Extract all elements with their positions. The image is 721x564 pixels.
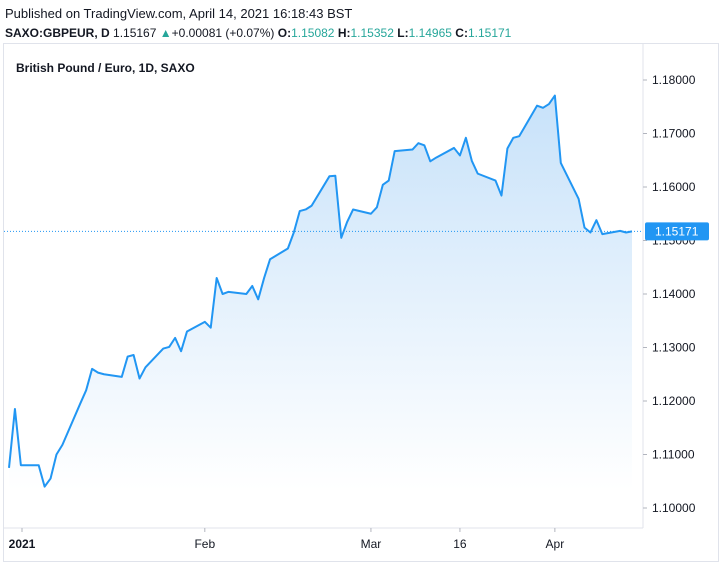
y-tick-label: 1.18000	[652, 73, 696, 87]
x-tick-label: Apr	[546, 537, 565, 551]
x-tick-label: Feb	[194, 537, 215, 551]
price-line	[8, 94, 633, 488]
open-label: O:	[277, 26, 292, 40]
last-price: 1.15167	[113, 26, 157, 40]
y-tick-label: 1.14000	[652, 287, 696, 301]
last-price-label: 1.15171	[655, 224, 699, 238]
y-tick-label: 1.17000	[652, 127, 696, 141]
x-tick-label: Mar	[361, 537, 382, 551]
y-tick-label: 1.16000	[652, 180, 696, 194]
x-tick-label: 16	[453, 537, 467, 551]
low-label: L:	[397, 26, 409, 40]
price-change: +0.00081 (+0.07%)	[171, 26, 275, 40]
low-value: 1.14965	[408, 26, 452, 40]
price-axis[interactable]: 1.100001.110001.120001.130001.140001.150…	[643, 73, 696, 515]
quote-bar: SAXO:GBPEUR, D 1.15167 ▲+0.00081 (+0.07%…	[5, 26, 511, 40]
x-tick-label: 2021	[9, 537, 36, 551]
y-tick-label: 1.11000	[652, 448, 695, 462]
y-tick-label: 1.13000	[652, 341, 696, 355]
last-price-badge	[645, 222, 709, 241]
high-label: H:	[337, 26, 351, 40]
published-caption: Published on TradingView.com, April 14, …	[5, 6, 353, 21]
chart-title: British Pound / Euro, 1D, SAXO	[16, 61, 195, 75]
symbol-label: SAXO:GBPEUR, D	[5, 26, 110, 40]
y-tick-label: 1.10000	[652, 501, 696, 515]
close-label: C:	[455, 26, 468, 40]
close-value: 1.15171	[467, 26, 512, 40]
chart-frame	[3, 43, 719, 562]
price-area-fill	[9, 95, 632, 490]
high-value: 1.15352	[350, 26, 394, 40]
y-tick-label: 1.12000	[652, 394, 696, 408]
time-axis[interactable]: 2021 Feb Mar 16 Apr	[9, 528, 565, 551]
change-up-icon: ▲	[159, 26, 172, 40]
open-value: 1.15082	[291, 26, 335, 40]
